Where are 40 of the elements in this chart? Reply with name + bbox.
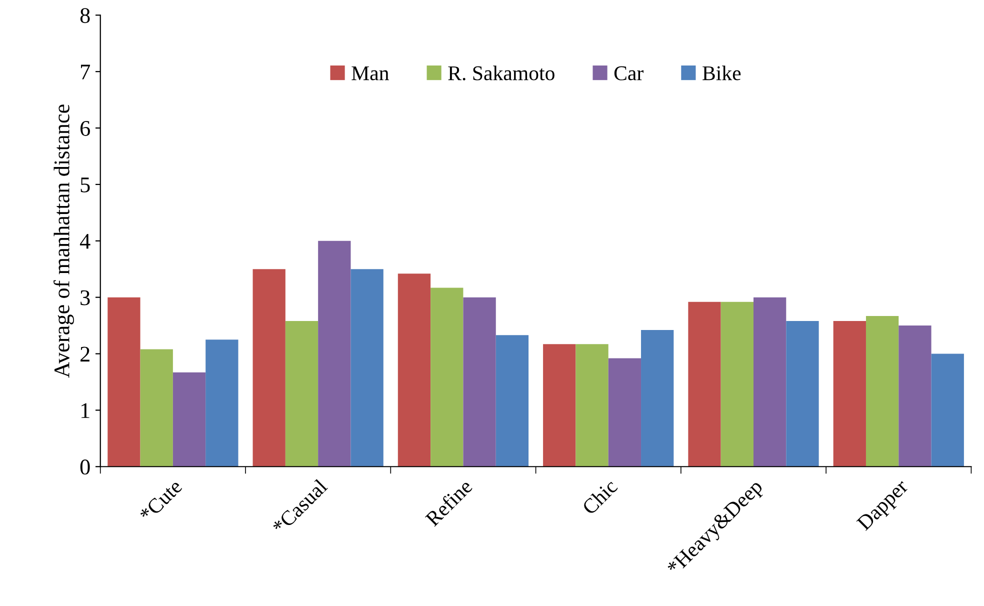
bar [496,335,529,467]
y-tick-label: 5 [80,178,90,192]
bar [398,274,431,467]
legend-label: Car [614,66,644,80]
bar [285,321,318,467]
bar [430,288,464,467]
bar [931,354,964,467]
legend-label: Man [352,66,389,80]
bar [206,340,238,467]
y-tick-label: 8 [80,8,90,24]
bar [641,330,674,467]
bar [252,269,286,467]
bar [833,321,866,467]
bar [172,372,206,467]
y-tick-label: 4 [80,234,90,249]
bar [754,297,786,467]
bar [140,349,173,467]
bar [720,302,754,467]
bar [318,240,351,467]
bar [866,316,899,467]
y-tick-label: 1 [81,403,90,418]
y-tick-label: 6 [80,121,90,136]
y-tick-label: 2 [80,346,90,362]
y-tick-label: 7 [81,64,90,80]
bar [898,326,932,467]
bar [576,344,608,467]
x-tick-label: Chic [581,478,618,516]
y-tick-label: 0 [80,460,90,475]
legend-label: R. Sakamoto [448,66,554,80]
bar [543,344,576,467]
bar [688,302,721,467]
y-axis-title: Average of manhattan distance [54,104,74,378]
bar [608,358,642,467]
bar [350,269,384,467]
bar [463,297,496,467]
y-tick-label: 3 [80,290,90,306]
bar [108,297,140,467]
x-tick-label: *Cute [138,478,183,523]
legend-label: Bike [702,66,741,80]
bar [786,321,819,467]
